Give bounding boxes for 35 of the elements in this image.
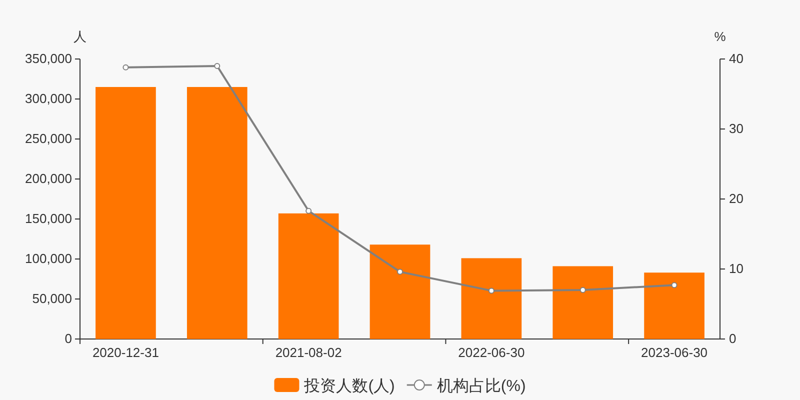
bar <box>370 244 430 339</box>
y2-tick-label: 40 <box>729 51 744 66</box>
x-tick-label: 2021-08-02 <box>275 345 342 360</box>
bar <box>96 87 156 339</box>
y-tick-label: 150,000 <box>25 211 72 226</box>
legend-label: 机构占比(%) <box>436 377 526 395</box>
y-tick-label: 250,000 <box>25 131 72 146</box>
y2-tick-label: 20 <box>729 191 744 206</box>
x-tick-label: 2020-12-31 <box>92 345 159 360</box>
x-tick-label: 2022-06-30 <box>458 345 525 360</box>
point <box>580 287 586 293</box>
bar <box>552 266 614 339</box>
y2-axis-title: % <box>714 29 726 44</box>
point <box>671 282 678 288</box>
y-tick-label: 300,000 <box>25 91 72 106</box>
y-tick-label: 0 <box>64 331 72 346</box>
y-tick-label: 350,000 <box>25 51 72 66</box>
point <box>397 268 403 275</box>
y2-tick-label: 0 <box>729 331 736 346</box>
point <box>488 288 494 294</box>
point <box>122 64 129 70</box>
legend-label: 投资人数(人) <box>303 377 395 395</box>
bar <box>461 258 522 339</box>
y-tick-label: 50,000 <box>32 291 72 306</box>
y-axis-title: 人 <box>74 29 86 44</box>
y2-tick-label: 10 <box>729 261 744 276</box>
bar <box>278 213 339 339</box>
point <box>306 208 312 214</box>
x-tick-label: 2023-06-30 <box>641 345 708 360</box>
y2-tick-label: 30 <box>729 121 744 136</box>
y-tick-label: 200,000 <box>25 171 72 186</box>
bar <box>186 87 248 339</box>
point <box>214 63 220 69</box>
bar <box>644 272 704 339</box>
y-tick-label: 100,000 <box>25 251 72 266</box>
